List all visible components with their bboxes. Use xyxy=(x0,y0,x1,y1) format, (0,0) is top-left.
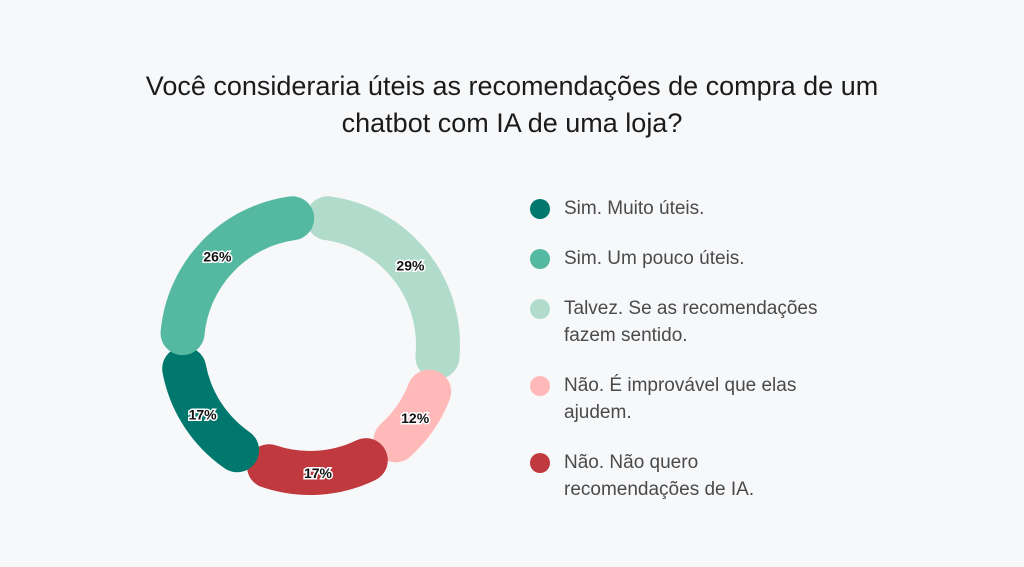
chart-title-line-2: chatbot com IA de uma loja? xyxy=(341,108,683,138)
legend-label: Não. É improvável que elas ajudem. xyxy=(564,372,796,426)
legend-label-line: recomendações de IA. xyxy=(564,479,755,500)
slice-data-label: 29% xyxy=(396,258,425,274)
legend-label-line: Talvez. Se as recomendações xyxy=(564,298,818,319)
legend-label: Talvez. Se as recomendações fazem sentid… xyxy=(564,295,817,349)
legend-swatch xyxy=(530,453,550,473)
legend-label-line: Não. Não quero xyxy=(564,452,699,473)
legend-label-line: Sim. Um pouco úteis. xyxy=(564,248,745,269)
legend-item-pouco-uteis: Sim. Um pouco úteis. xyxy=(530,245,870,272)
legend-swatch xyxy=(530,376,550,396)
legend-label-line: Não. É improvável que elas xyxy=(564,375,797,396)
slice-data-label: 26% xyxy=(203,249,232,265)
legend-item-talvez: Talvez. Se as recomendações fazem sentid… xyxy=(530,295,870,349)
legend-label-line: ajudem. xyxy=(564,402,632,423)
legend-item-muito-uteis: Sim. Muito úteis. xyxy=(530,195,870,222)
legend-item-improvavel: Não. É improvável que elas ajudem. xyxy=(530,372,870,426)
legend: Sim. Muito úteis. Sim. Um pouco úteis. T… xyxy=(530,195,870,526)
legend-label-line: fazem sentido. xyxy=(564,325,688,346)
legend-label: Não. Não quero recomendações de IA. xyxy=(564,449,754,503)
legend-item-nao-quero: Não. Não quero recomendações de IA. xyxy=(530,449,870,503)
donut-slice xyxy=(162,346,260,473)
chart-title: Você consideraria úteis as recomendações… xyxy=(0,68,1024,142)
slice-data-label: 17% xyxy=(304,465,333,481)
slice-data-label: 12% xyxy=(401,410,430,426)
slice-data-label: 17% xyxy=(189,407,218,423)
donut-slice xyxy=(246,438,388,495)
legend-swatch xyxy=(530,249,550,269)
legend-label: Sim. Muito úteis. xyxy=(564,195,704,222)
legend-swatch xyxy=(530,299,550,319)
legend-label: Sim. Um pouco úteis. xyxy=(564,245,745,272)
donut-slice xyxy=(160,196,315,356)
chart-title-line-1: Você consideraria úteis as recomendações… xyxy=(145,71,879,101)
donut-chart: 29% 12% 17% 17% 26% xyxy=(160,196,460,495)
legend-swatch xyxy=(530,199,550,219)
legend-label-line: Sim. Muito úteis. xyxy=(564,198,705,219)
donut-slice xyxy=(305,196,460,379)
donut-slice xyxy=(373,369,452,463)
